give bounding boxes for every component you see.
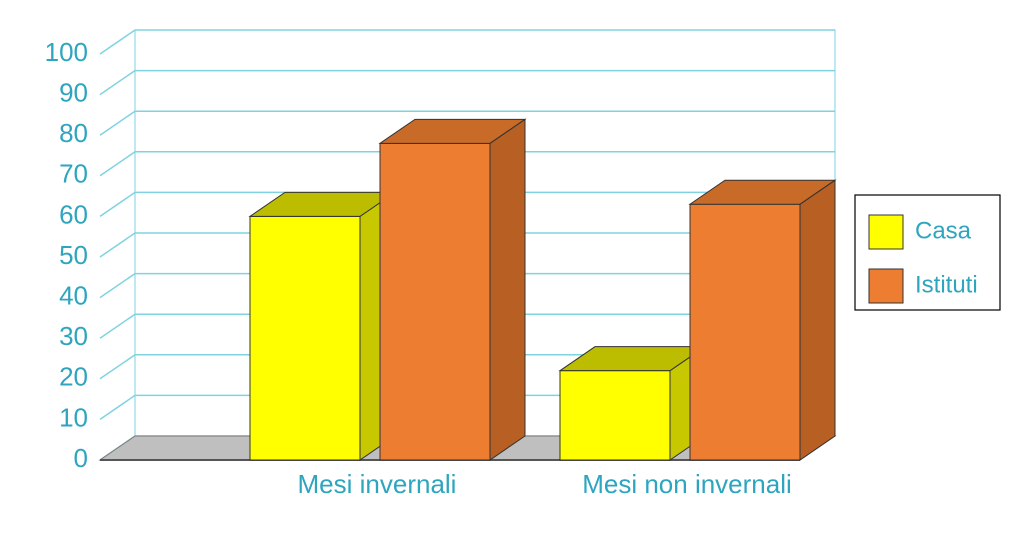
legend-swatch (869, 269, 903, 303)
y-tick-label: 20 (59, 362, 88, 392)
grid-depth-line (100, 355, 135, 379)
grid-depth-line (100, 314, 135, 338)
y-tick-label: 40 (59, 280, 88, 310)
legend-label: Casa (915, 217, 972, 244)
y-tick-label: 0 (74, 443, 88, 473)
bar-side (800, 180, 835, 460)
y-tick-label: 100 (45, 37, 88, 67)
bar-front (690, 204, 800, 460)
bar-front (560, 371, 670, 460)
legend-label: Istituti (915, 271, 978, 298)
grid-depth-line (100, 71, 135, 95)
y-tick-label: 10 (59, 402, 88, 432)
grid-depth-line (100, 111, 135, 135)
x-tick-label: Mesi non invernali (582, 469, 792, 499)
y-tick-label: 80 (59, 118, 88, 148)
bar-front (380, 143, 490, 460)
y-tick-label: 60 (59, 199, 88, 229)
y-tick-label: 30 (59, 321, 88, 351)
y-tick-label: 70 (59, 159, 88, 189)
grid-depth-line (100, 152, 135, 176)
grid-depth-line (100, 233, 135, 257)
grid-depth-line (100, 192, 135, 216)
chart-svg: 0 10 20 30 40 50 60 70 80 90 100 Mesi invernali Mesi… (0, 0, 1024, 542)
grid-depth-line (100, 274, 135, 298)
grid-depth-line (100, 30, 135, 54)
y-tick-label: 50 (59, 240, 88, 270)
y-tick-label: 90 (59, 77, 88, 107)
bar-front (250, 216, 360, 460)
chart-root: 0 10 20 30 40 50 60 70 80 90 100 Mesi invernali Mesi… (0, 0, 1024, 542)
legend-swatch (869, 215, 903, 249)
grid-depth-line (100, 395, 135, 419)
x-tick-label: Mesi invernali (298, 469, 457, 499)
bar-side (490, 119, 525, 460)
